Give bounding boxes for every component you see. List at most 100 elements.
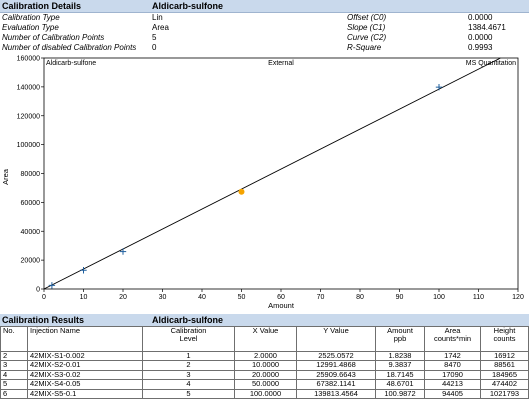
col-header-no: No. [0,326,28,352]
cell-area: 8470 [424,360,481,371]
table-row[interactable]: 4 42MIX-S3-0.02 3 20.0000 25909.6643 18.… [0,369,529,381]
cell-y-value: 12991.4868 [296,360,376,371]
chart-compound-label: Aldicarb-sulfone [46,60,96,67]
col-header-y-value: Y Value [296,326,376,352]
cell-area: 94405 [424,388,481,400]
col-header-amount: Amount ppb [375,326,425,352]
chart-method-label: MS Quantitation [466,60,516,67]
highlighted-calibration-point [238,188,245,195]
detail-label-2: R-Square [347,43,382,52]
detail-label: Evaluation Type [2,23,59,32]
y-tick-label: 60000 [21,200,41,207]
details-compound-name: Aldicarb-sulfone [152,1,224,11]
cell-no: 5 [0,379,28,390]
detail-value: Lin [152,13,163,22]
detail-value: 0 [152,43,157,52]
cell-amount: 9.3837 [375,360,425,371]
x-tick-label: 30 [159,294,167,301]
calibration-results-title: Calibration Results [2,315,85,325]
cell-height: 1021793 [480,388,529,400]
x-tick-label: 40 [198,294,206,301]
calibration-point [119,248,127,255]
detail-label: Calibration Type [2,13,60,22]
x-tick-label: 0 [42,294,46,301]
detail-value-2: 0.0000 [468,33,493,42]
cell-height: 474402 [480,379,529,390]
calibration-point [435,83,443,91]
cell-level: 5 [142,388,235,400]
y-tick-label: 80000 [21,171,41,178]
y-tick-label: 160000 [17,56,40,63]
x-tick-label: 50 [238,294,246,301]
x-tick-label: 90 [396,294,404,301]
x-axis: 0 10 20 30 40 50 60 70 80 90 100 110 120 [42,289,524,301]
results-compound-name: Aldicarb-sulfone [152,315,224,325]
col-header-x-value: X Value [234,326,297,352]
calibration-points [48,83,443,289]
cell-amount: 100.9872 [375,388,425,400]
x-axis-label: Amount [268,301,295,310]
y-axis: 0 20000 40000 60000 80000 100000 120000 140000 1… [17,56,44,294]
cell-injection-name: 42MIX-S4-0.05 [27,379,143,390]
cell-injection-name: 42MIX-S5-0.1 [27,388,143,400]
y-tick-label: 0 [36,287,40,294]
x-tick-label: 60 [277,294,285,301]
x-tick-label: 120 [512,294,524,301]
cell-area: 44213 [424,379,481,390]
col-header-area: Area counts*min [424,326,481,352]
calibration-point [48,282,56,289]
calibration-results-table: No. Injection Name Calibration Level X Va… [0,326,529,400]
cell-no: 6 [0,388,28,400]
detail-label: Number of disabled Calibration Points [2,43,137,52]
x-tick-label: 70 [317,294,325,301]
calibration-details-title: Calibration Details [2,1,82,11]
calibration-fit-line [43,57,501,290]
cell-x-value: 100.0000 [234,388,297,400]
col-header-calibration-level: Calibration Level [142,326,235,352]
cell-x-value: 50.0000 [234,379,297,390]
cell-level: 2 [142,360,235,371]
chart-mode-label: External [268,60,294,67]
detail-value: Area [152,23,169,32]
detail-row: Evaluation Type Area Slope (C1) 1384.467… [0,23,529,32]
y-tick-label: 120000 [17,113,40,120]
table-row[interactable]: 6 42MIX-S5-0.1 5 100.0000 139813.4564 10… [0,388,529,400]
cell-amount: 48.6701 [375,379,425,390]
detail-label-2: Slope (C1) [347,23,386,32]
y-tick-label: 100000 [17,142,40,149]
calibration-details-header: Calibration Details Aldicarb-sulfone [0,0,529,13]
x-tick-label: 10 [80,294,88,301]
calibration-point [80,267,87,274]
cell-level: 4 [142,379,235,390]
y-tick-label: 20000 [21,258,41,265]
table-row[interactable]: 5 42MIX-S4-0.05 4 50.0000 67382.1141 48.… [0,379,529,390]
cell-no: 3 [0,360,28,371]
detail-value: 5 [152,33,157,42]
detail-value-2: 0.9993 [468,43,493,52]
detail-label-2: Offset (C0) [347,13,387,22]
detail-label: Number of Calibration Points [2,33,105,42]
x-tick-label: 80 [356,294,364,301]
detail-label-2: Curve (C2) [347,33,387,42]
results-header-row: No. Injection Name Calibration Level X Va… [0,326,529,352]
x-tick-label: 20 [119,294,127,301]
calibration-chart: Aldicarb-sulfone External MS Quantitatio… [1,56,524,311]
cell-x-value: 10.0000 [234,360,297,371]
detail-row: Number of disabled Calibration Points 0 … [0,43,529,52]
cell-height: 88561 [480,360,529,371]
x-tick-label: 110 [473,294,484,301]
plot-area [43,57,519,290]
table-row[interactable]: 3 42MIX-S2-0.01 2 10.0000 12991.4868 9.3… [0,360,529,371]
cell-y-value: 139813.4564 [296,388,376,400]
detail-value-2: 1384.4671 [468,23,506,32]
detail-row: Number of Calibration Points 5 Curve (C2… [0,33,529,42]
y-tick-label: 40000 [21,229,41,236]
col-header-injection-name: Injection Name [27,326,143,352]
x-tick-label: 100 [433,294,445,301]
y-tick-label: 140000 [17,84,40,91]
cell-y-value: 67382.1141 [296,379,376,390]
cell-injection-name: 42MIX-S2-0.01 [27,360,143,371]
col-header-height: Height counts [480,326,529,352]
table-row[interactable]: 2 42MIX-S1-0.002 1 2.0000 2525.0572 1.82… [0,350,529,362]
detail-value-2: 0.0000 [468,13,493,22]
